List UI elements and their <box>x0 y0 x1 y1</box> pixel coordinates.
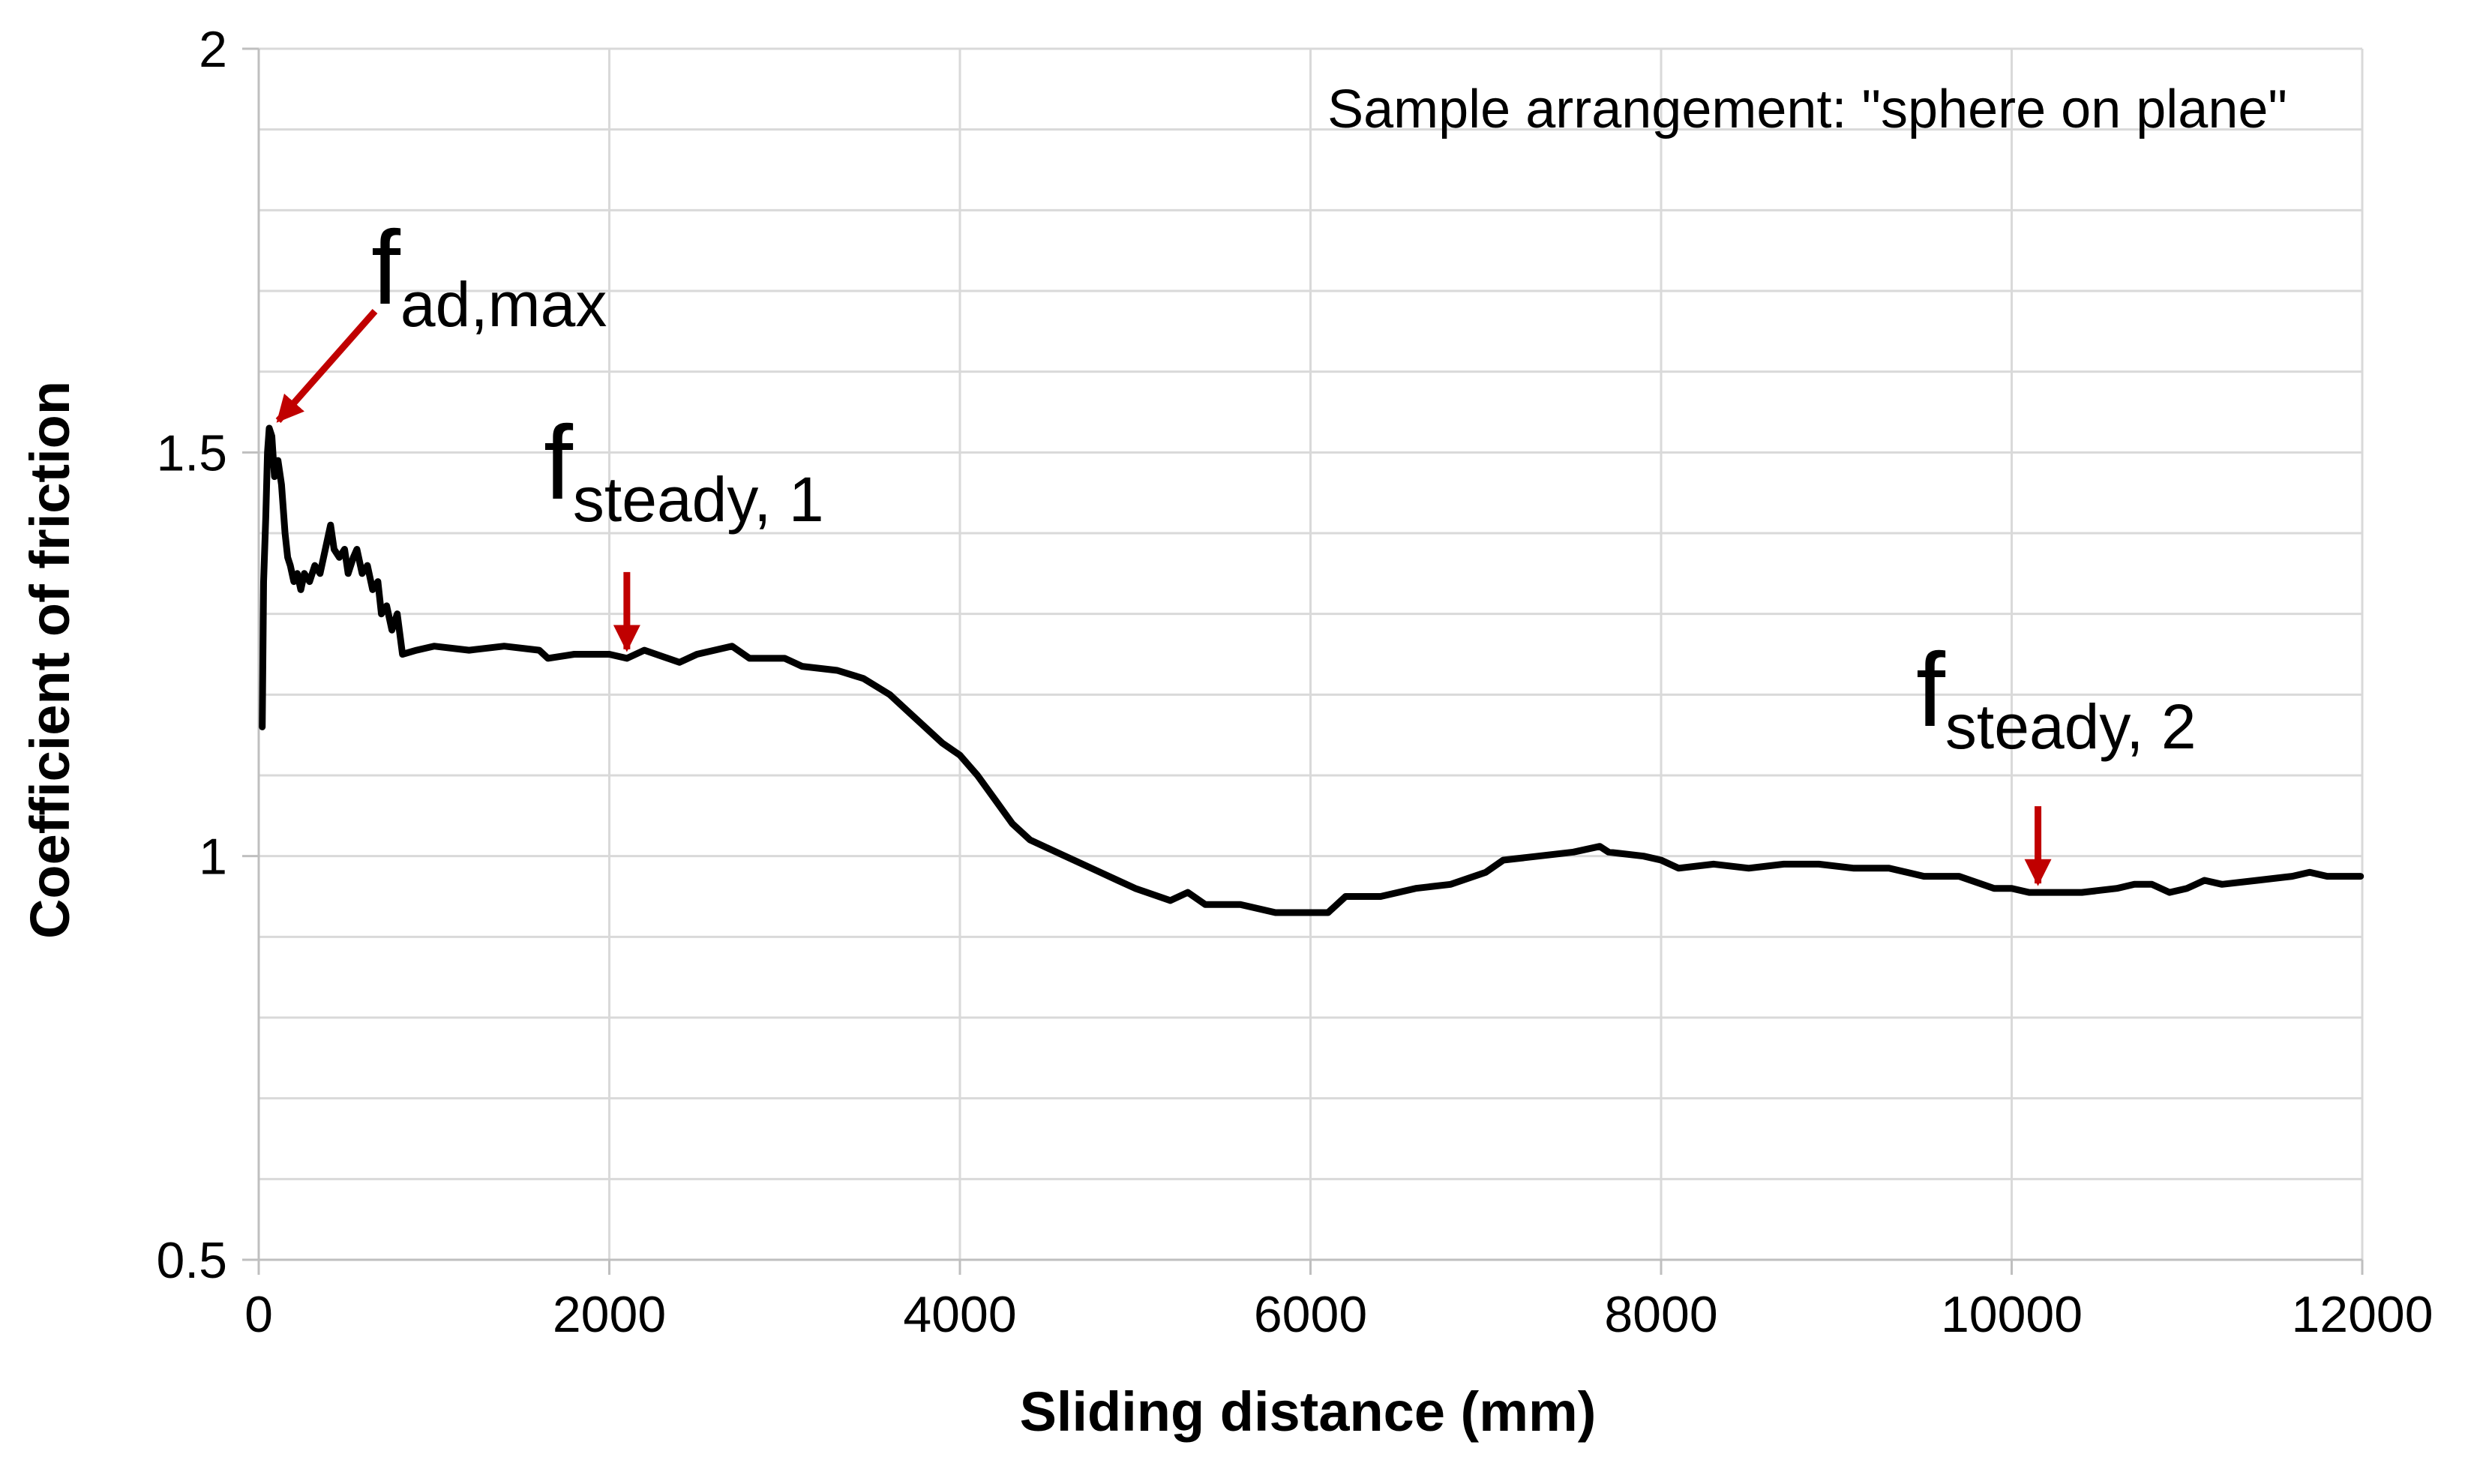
x-tick-label: 2000 <box>553 1286 666 1343</box>
axes <box>242 47 2364 1275</box>
annotation-arrow <box>275 309 378 424</box>
y-tick-label: 2 <box>199 21 227 78</box>
annotation-label: fad,max <box>371 208 607 340</box>
y-axis-title: Coefficient of friction <box>19 381 81 939</box>
annotation-1: fad,max <box>275 208 607 424</box>
x-tick-labels: 0 2000 4000 6000 8000 10000 12000 <box>244 1286 2433 1343</box>
x-tick-label: 12000 <box>2291 1286 2433 1343</box>
y-tick-label: 0.5 <box>156 1232 227 1289</box>
x-tick-label: 10000 <box>1941 1286 2083 1343</box>
y-tick-label: 1 <box>199 829 227 886</box>
annotation-label: fsteady, 1 <box>544 403 824 535</box>
x-tick-label: 4000 <box>903 1286 1016 1343</box>
grid-lines <box>259 47 2364 1260</box>
series-layer <box>259 424 2365 916</box>
y-tick-labels: 0.5 1 1.5 2 <box>156 21 227 1289</box>
series-line-friction <box>259 424 2365 916</box>
x-tick-label: 6000 <box>1254 1286 1367 1343</box>
annotation-2: fsteady, 1 <box>544 403 824 652</box>
x-tick-label: 8000 <box>1604 1286 1717 1343</box>
annotations: fad,max fsteady, 1 fsteady, 2 <box>275 208 2197 886</box>
x-tick-label: 0 <box>244 1286 273 1343</box>
sample-arrangement-note: Sample arrangement: "sphere on plane" <box>1327 79 2287 139</box>
annotation-3: fsteady, 2 <box>1916 631 2197 886</box>
y-tick-label: 1.5 <box>156 424 227 481</box>
annotation-label: fsteady, 2 <box>1916 631 2197 762</box>
x-axis-title: Sliding distance (mm) <box>1020 1381 1597 1443</box>
